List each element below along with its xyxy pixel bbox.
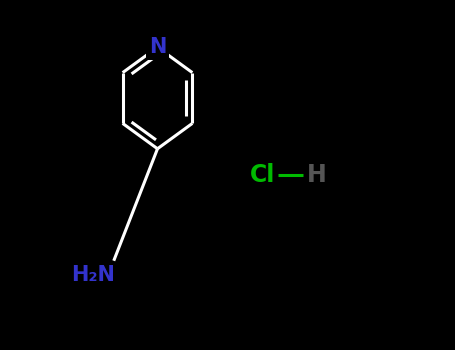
Text: Cl: Cl xyxy=(250,163,275,187)
Text: H₂N: H₂N xyxy=(71,265,115,285)
Text: H: H xyxy=(307,163,327,187)
Text: N: N xyxy=(149,37,166,57)
